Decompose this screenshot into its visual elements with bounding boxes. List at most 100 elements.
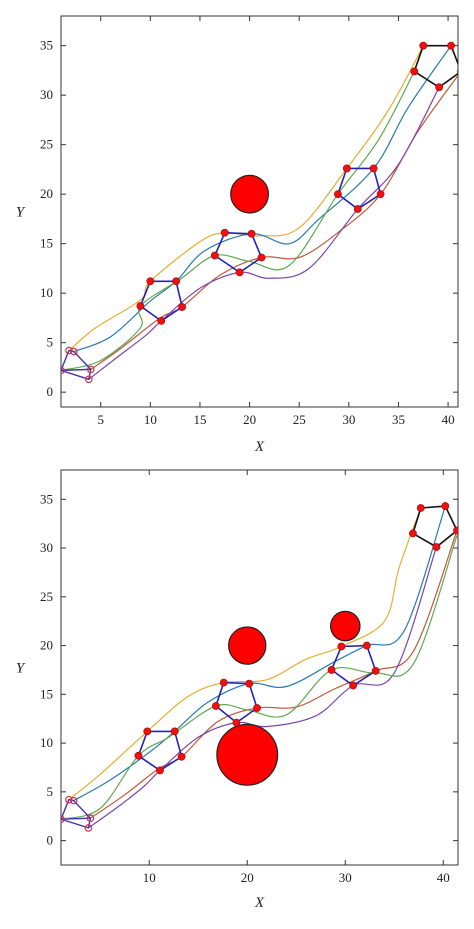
agent-point [211,702,220,710]
x-axis-label: X [254,895,265,911]
trajectory-line-2 [73,505,446,802]
agent-point [419,41,428,50]
agent-point [232,718,241,727]
x-tick-label: 10 [144,412,157,427]
trajectory-line-1 [68,507,422,801]
x-tick-label: 5 [97,412,104,427]
x-tick-label: 30 [339,870,352,885]
y-tick-label: 30 [40,540,53,555]
y-tick-label: 35 [40,38,53,53]
obstacle-circle-1 [228,626,267,665]
y-axis-label: Y [16,661,26,677]
start-point [86,365,95,374]
trajectory-line-4 [88,546,437,829]
formation-polygon-1 [61,349,92,381]
formation-polygon-2 [139,280,184,322]
x-tick-label: 20 [243,412,256,427]
chart-panel-1: 5 10 15 20 25 30 35 40 0 5 10 15 20 25 30 35 X Y [16,15,459,455]
y-tick-label: 10 [40,285,53,300]
agent-point [432,543,441,551]
y-tick-label: 25 [40,137,53,152]
y-tick-label: 0 [47,384,54,399]
x-tick-label: 25 [293,412,306,427]
agent-point [134,751,143,760]
y-axis-label: Y [16,205,26,221]
plot-frame [60,469,459,866]
start-formation-link [61,817,91,820]
x-tick-label: 10 [143,870,156,885]
agent-point [146,277,155,286]
trajectory-line-3 [90,530,458,819]
agent-point [178,303,186,311]
formation-polygon-1 [61,798,92,829]
agent-point [353,205,362,213]
start-point [84,824,93,832]
formation-polygon-4 [330,644,377,687]
y-tick-label: 0 [47,833,54,848]
agent-point [410,67,419,76]
agent-point [342,164,351,173]
x-tick-label: 40 [437,870,450,885]
y-tick-label: 15 [40,236,53,251]
agent-point [435,83,444,92]
plot-area [61,502,458,832]
formation-polygon-3 [213,231,263,274]
start-point [65,346,73,355]
y-tick-label: 5 [47,335,54,350]
start-point [84,375,93,384]
y-tick-label: 15 [40,686,53,701]
agent-point [220,228,229,237]
obstacle-circle-1 [230,174,270,214]
obstacle-circle-3 [216,723,279,786]
agent-point [219,678,228,687]
y-tick-label: 30 [40,87,53,102]
agent-point [334,190,342,199]
agent-point [143,727,152,736]
y-tick-label: 5 [47,784,54,799]
trajectory-line-3 [90,74,458,370]
agent-point [235,268,244,277]
agent-point [327,666,336,674]
agent-point [136,302,145,310]
agent-point [170,727,179,736]
x-tick-label: 35 [392,412,405,427]
start-point [61,366,65,375]
trajectory-line-5 [61,71,415,371]
agent-point [210,251,219,260]
start-point [69,796,78,805]
trajectory-line-4 [88,87,440,380]
agent-point [177,752,186,761]
agent-point [245,679,254,688]
agent-point [416,504,425,512]
start-point [70,347,78,356]
x-tick-label: 30 [342,412,355,427]
agent-point [337,642,346,651]
formation-polygon-5 [413,44,458,89]
start-point [65,795,73,804]
agent-point [447,41,455,50]
y-tick-label: 20 [40,186,53,201]
agent-point [156,766,164,775]
y-tick-label: 20 [40,638,53,653]
formation-polygon-4 [336,167,382,210]
agent-point [349,681,358,690]
y-tick-label: 10 [40,735,53,750]
agent-point [253,704,261,712]
formation-polygon-5 [411,505,458,548]
start-point [86,814,95,822]
agent-point [247,229,256,238]
x-tick-label: 15 [193,412,206,427]
start-point [61,815,65,823]
agent-point [409,529,417,538]
agent-point [172,277,181,286]
chart-panel-2: 10 20 30 40 0 5 10 15 20 25 30 35 X Y [16,469,459,911]
agent-point [441,502,450,510]
agent-point [362,641,371,650]
agent-point [371,667,380,675]
x-tick-label: 40 [442,412,455,427]
obstacle-circle-2 [329,610,361,642]
formation-polygon-2 [137,730,183,772]
agent-point [376,190,385,199]
x-axis-label: X [254,439,265,455]
